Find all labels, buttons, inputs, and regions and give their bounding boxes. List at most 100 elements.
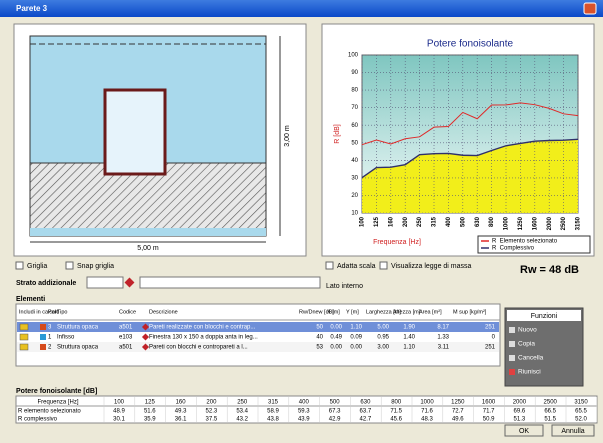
y-tick-label: 100: [348, 53, 359, 59]
cell: 3.00: [377, 345, 389, 351]
cell: 53: [316, 345, 323, 351]
function-icon[interactable]: [509, 341, 515, 347]
checkbox[interactable]: [65, 261, 74, 270]
cell: 0: [492, 335, 496, 341]
x-tick-label: 500: [460, 216, 466, 227]
value-cell: 51.5: [544, 417, 556, 423]
cell: 8.17: [437, 325, 449, 331]
value-cell: 59.3: [298, 409, 310, 415]
functions-title: Funzioni: [531, 313, 558, 320]
function-button[interactable]: Copia: [518, 341, 535, 348]
window-element: [103, 88, 167, 176]
cell: 40: [316, 335, 323, 341]
code-icon: [141, 343, 150, 351]
column-header: Codice: [119, 309, 136, 315]
value-cell: 42.9: [329, 417, 341, 423]
x-tick-label: 2000: [547, 216, 553, 230]
legend: [477, 235, 591, 254]
value-cell: 49.6: [452, 417, 464, 423]
value-cell: 67.3: [329, 409, 341, 415]
value-cell: 51.3: [514, 417, 526, 423]
selected-row[interactable]: [17, 322, 499, 332]
y-tick-label: 10: [351, 211, 358, 217]
function-button[interactable]: Riunisci: [518, 369, 541, 376]
legend-label: R Complessivo: [492, 246, 535, 252]
function-button[interactable]: Cancella: [518, 355, 544, 362]
value-cell: 35.9: [144, 417, 156, 423]
y-tick-label: 90: [351, 70, 358, 76]
code-icon: [141, 323, 150, 331]
value-cell: 36.1: [175, 417, 187, 423]
option-label: Griglia: [27, 263, 47, 270]
cell: a501: [119, 345, 133, 351]
title-bar: [0, 0, 603, 17]
freq-cell: 1000: [420, 400, 434, 406]
cell: 251: [485, 325, 496, 331]
cell: Infisso: [57, 335, 75, 341]
x-tick-label: 800: [489, 216, 495, 227]
x-tick-label: 1600: [532, 216, 538, 230]
x-tick-label: 160: [388, 216, 394, 227]
function-icon[interactable]: [509, 327, 515, 333]
cell: 2: [48, 345, 52, 351]
row-label: R elemento selezionato: [18, 409, 81, 415]
function-icon[interactable]: [509, 369, 515, 375]
option-label: Visualizza legge di massa: [391, 263, 472, 270]
value-cell: 48.3: [421, 417, 433, 423]
x-tick-label: 2500: [561, 216, 567, 230]
table-row[interactable]: [17, 332, 499, 342]
cell: 0.09: [350, 335, 362, 341]
value-cell: 72.7: [452, 409, 464, 415]
table-row[interactable]: [17, 342, 499, 352]
checkbox[interactable]: [325, 261, 334, 270]
wall-strip: [30, 228, 266, 236]
close-button[interactable]: [583, 2, 597, 15]
x-tick-label: 400: [446, 216, 452, 227]
value-cell: 71.5: [390, 409, 402, 415]
checkbox[interactable]: [15, 261, 24, 270]
x-tick-label: 315: [432, 216, 438, 227]
y-tick-label: 40: [351, 158, 358, 164]
cell: Pareti realizzate con blocchi e contrap.…: [149, 325, 256, 331]
checkbox[interactable]: [379, 261, 388, 270]
ok-button[interactable]: [504, 424, 544, 437]
column-header: Rw/Dnew [dB]: [299, 309, 334, 315]
x-tick-label: 250: [417, 216, 423, 227]
x-tick-label: 1250: [518, 216, 524, 230]
ok-label: OK: [519, 428, 529, 435]
y-tick-label: 30: [351, 175, 358, 181]
value-cell: 52.3: [206, 409, 218, 415]
cell: a501: [119, 325, 133, 331]
include-icon: [19, 333, 29, 341]
series-line: [361, 138, 579, 179]
cell: 0.49: [330, 335, 342, 341]
layer-input[interactable]: [86, 276, 124, 289]
y-tick-label: 20: [351, 193, 358, 199]
y-axis-label: R [dB]: [334, 124, 341, 144]
cell: e103: [119, 335, 133, 341]
cell: Finestra 130 x 150 a doppia anta in leg.…: [149, 335, 258, 341]
y-tick-label: 70: [351, 105, 358, 111]
part-icon: [40, 324, 46, 330]
freq-cell: 1600: [482, 400, 496, 406]
freq-cell: 250: [237, 400, 248, 406]
freq-cell: 3150: [574, 400, 588, 406]
freq-cell: 125: [145, 400, 156, 406]
freq-cell: 315: [268, 400, 279, 406]
function-button[interactable]: Nuovo: [518, 327, 537, 334]
cancel-button[interactable]: [551, 424, 595, 437]
series-line: [361, 102, 579, 146]
column-header: Descrizione: [149, 309, 178, 315]
value-cell: 71.7: [483, 409, 495, 415]
freq-header: Frequenza [Hz]: [37, 400, 78, 406]
x-tick-label: 1000: [504, 216, 510, 230]
cell: 1.90: [403, 325, 415, 331]
layer-label: Strato addizionale: [16, 280, 76, 287]
freq-cell: 400: [299, 400, 310, 406]
layer-input[interactable]: [139, 276, 321, 289]
cancel-label: Annulla: [561, 428, 584, 435]
function-icon[interactable]: [509, 355, 515, 361]
cell: 0.00: [330, 345, 342, 351]
value-cell: 66.5: [544, 409, 556, 415]
part-icon: [40, 344, 46, 350]
